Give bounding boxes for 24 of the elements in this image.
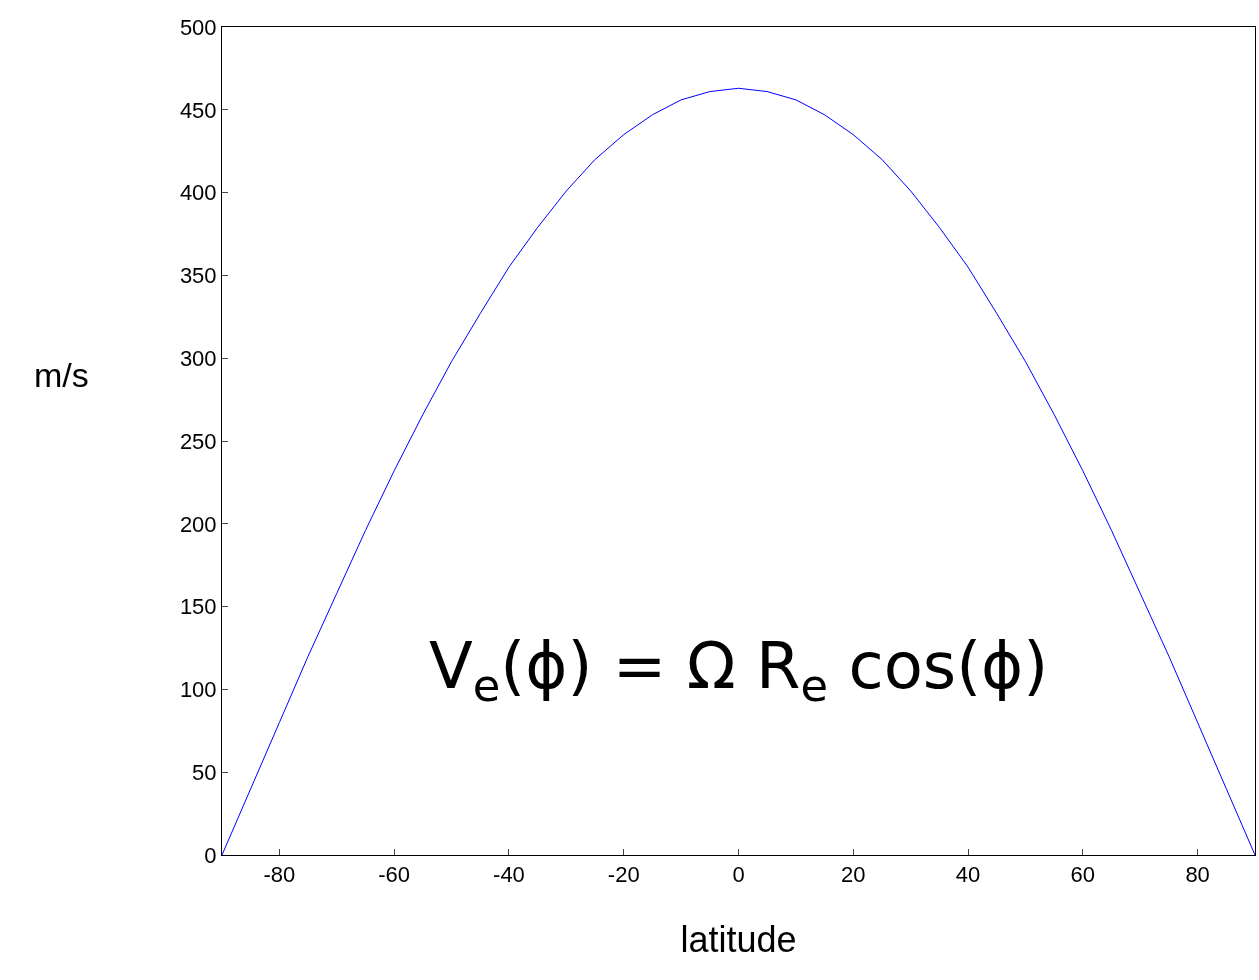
- y-tick-label: 100: [179, 677, 217, 703]
- y-tick-label: 400: [179, 180, 217, 206]
- y-tick-label: 350: [179, 263, 217, 289]
- x-tick-label: 20: [841, 862, 866, 888]
- x-tick-label: 80: [1185, 862, 1210, 888]
- y-tick-label: 250: [179, 428, 217, 454]
- y-tick-label: 500: [179, 14, 217, 40]
- y-tick-label: 450: [179, 97, 217, 123]
- x-tick-label: -60: [378, 862, 411, 888]
- y-tick-label: 200: [179, 511, 217, 537]
- y-axis-title: m/s: [34, 356, 89, 394]
- annotation: V$_{e}$(ϕ) = Ω R$_{e}$ cos(ϕ): [429, 629, 1049, 713]
- x-tick-label: 60: [1070, 862, 1096, 888]
- y-tick-label: 0: [204, 842, 217, 868]
- y-tick-label: 50: [192, 759, 217, 785]
- x-tick-label: 0: [732, 862, 745, 888]
- y-tick-label: 150: [179, 594, 217, 620]
- x-tick-label: -40: [493, 862, 525, 888]
- x-tick-label: 40: [955, 862, 981, 888]
- x-tick-label: -80: [263, 862, 296, 888]
- y-tick-label: 300: [179, 345, 217, 371]
- x-axis-title: latitude: [680, 919, 797, 961]
- line-series: [222, 87, 1255, 855]
- x-tick-label: -20: [607, 862, 640, 888]
